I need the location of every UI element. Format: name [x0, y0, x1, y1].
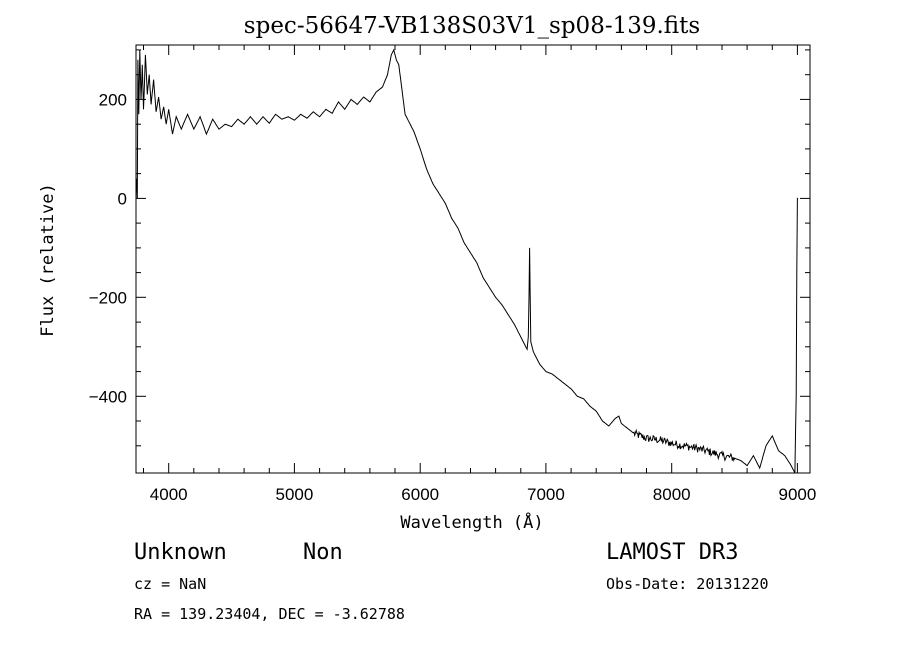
x-tick-label: 9000 — [778, 485, 816, 504]
spectrum-line — [136, 48, 799, 474]
x-axis-ticks — [143, 45, 798, 473]
x-tick-label: 5000 — [275, 485, 313, 504]
x-tick-label: 4000 — [150, 485, 188, 504]
y-tick-label: −200 — [89, 288, 127, 307]
object-class-label: Unknown — [134, 540, 227, 565]
coordinates-label: RA = 139.23404, DEC = -3.62788 — [134, 605, 405, 623]
y-axis-tick-labels: 200 0 −200 −400 — [89, 90, 127, 406]
chart-title: spec-56647-VB138S03V1_sp08-139.fits — [244, 13, 700, 39]
x-tick-label: 7000 — [527, 485, 565, 504]
subclass-label: Non — [303, 540, 343, 565]
y-tick-label: −400 — [89, 387, 127, 406]
y-tick-label: 200 — [99, 90, 127, 109]
redshift-label: cz = NaN — [134, 575, 206, 593]
x-tick-label: 8000 — [653, 485, 691, 504]
y-axis-ticks — [136, 49, 810, 447]
y-tick-label: 0 — [118, 189, 127, 208]
x-axis-title: Wavelength (Å) — [400, 511, 543, 533]
observation-date-label: Obs-Date: 20131220 — [606, 575, 769, 593]
x-axis-tick-labels: 4000 5000 6000 7000 8000 9000 — [150, 485, 817, 504]
x-tick-label: 6000 — [401, 485, 439, 504]
plot-frame — [135, 44, 811, 474]
survey-label: LAMOST DR3 — [606, 540, 738, 565]
y-axis-title: Flux (relative) — [38, 183, 58, 337]
